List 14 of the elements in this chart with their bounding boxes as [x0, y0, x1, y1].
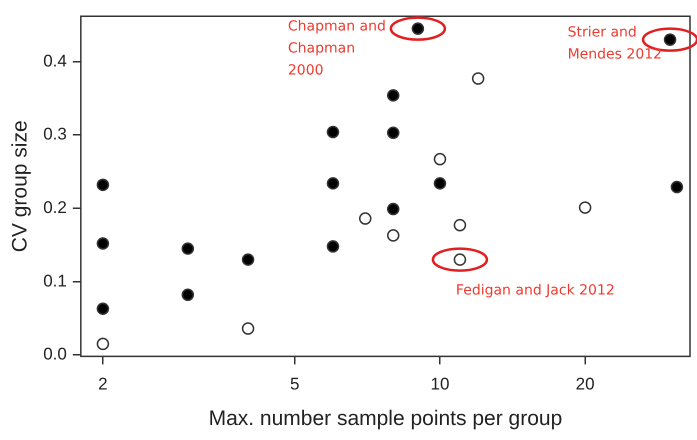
y-tick-label: 0.3: [43, 124, 67, 144]
x-tick-label: 2: [98, 374, 108, 394]
annotation: Fedigan and Jack 2012: [456, 282, 615, 298]
x-tick-label: 10: [430, 374, 450, 394]
annotation: Chapman and Chapman 2000: [288, 18, 386, 78]
x-tick-label: 5: [290, 374, 300, 394]
y-tick-label: 0.2: [43, 198, 67, 217]
y-axis-title: CV group size: [8, 120, 32, 252]
y-tick-label: 0.4: [43, 51, 67, 70]
y-tick-label: 0.1: [43, 271, 67, 290]
y-tick-label: 0.0: [43, 344, 67, 364]
x-tick-label: 20: [576, 374, 595, 394]
x-axis-title: Max. number sample points per group: [208, 407, 562, 430]
annotation: Strier and Mendes 2012: [568, 24, 662, 62]
